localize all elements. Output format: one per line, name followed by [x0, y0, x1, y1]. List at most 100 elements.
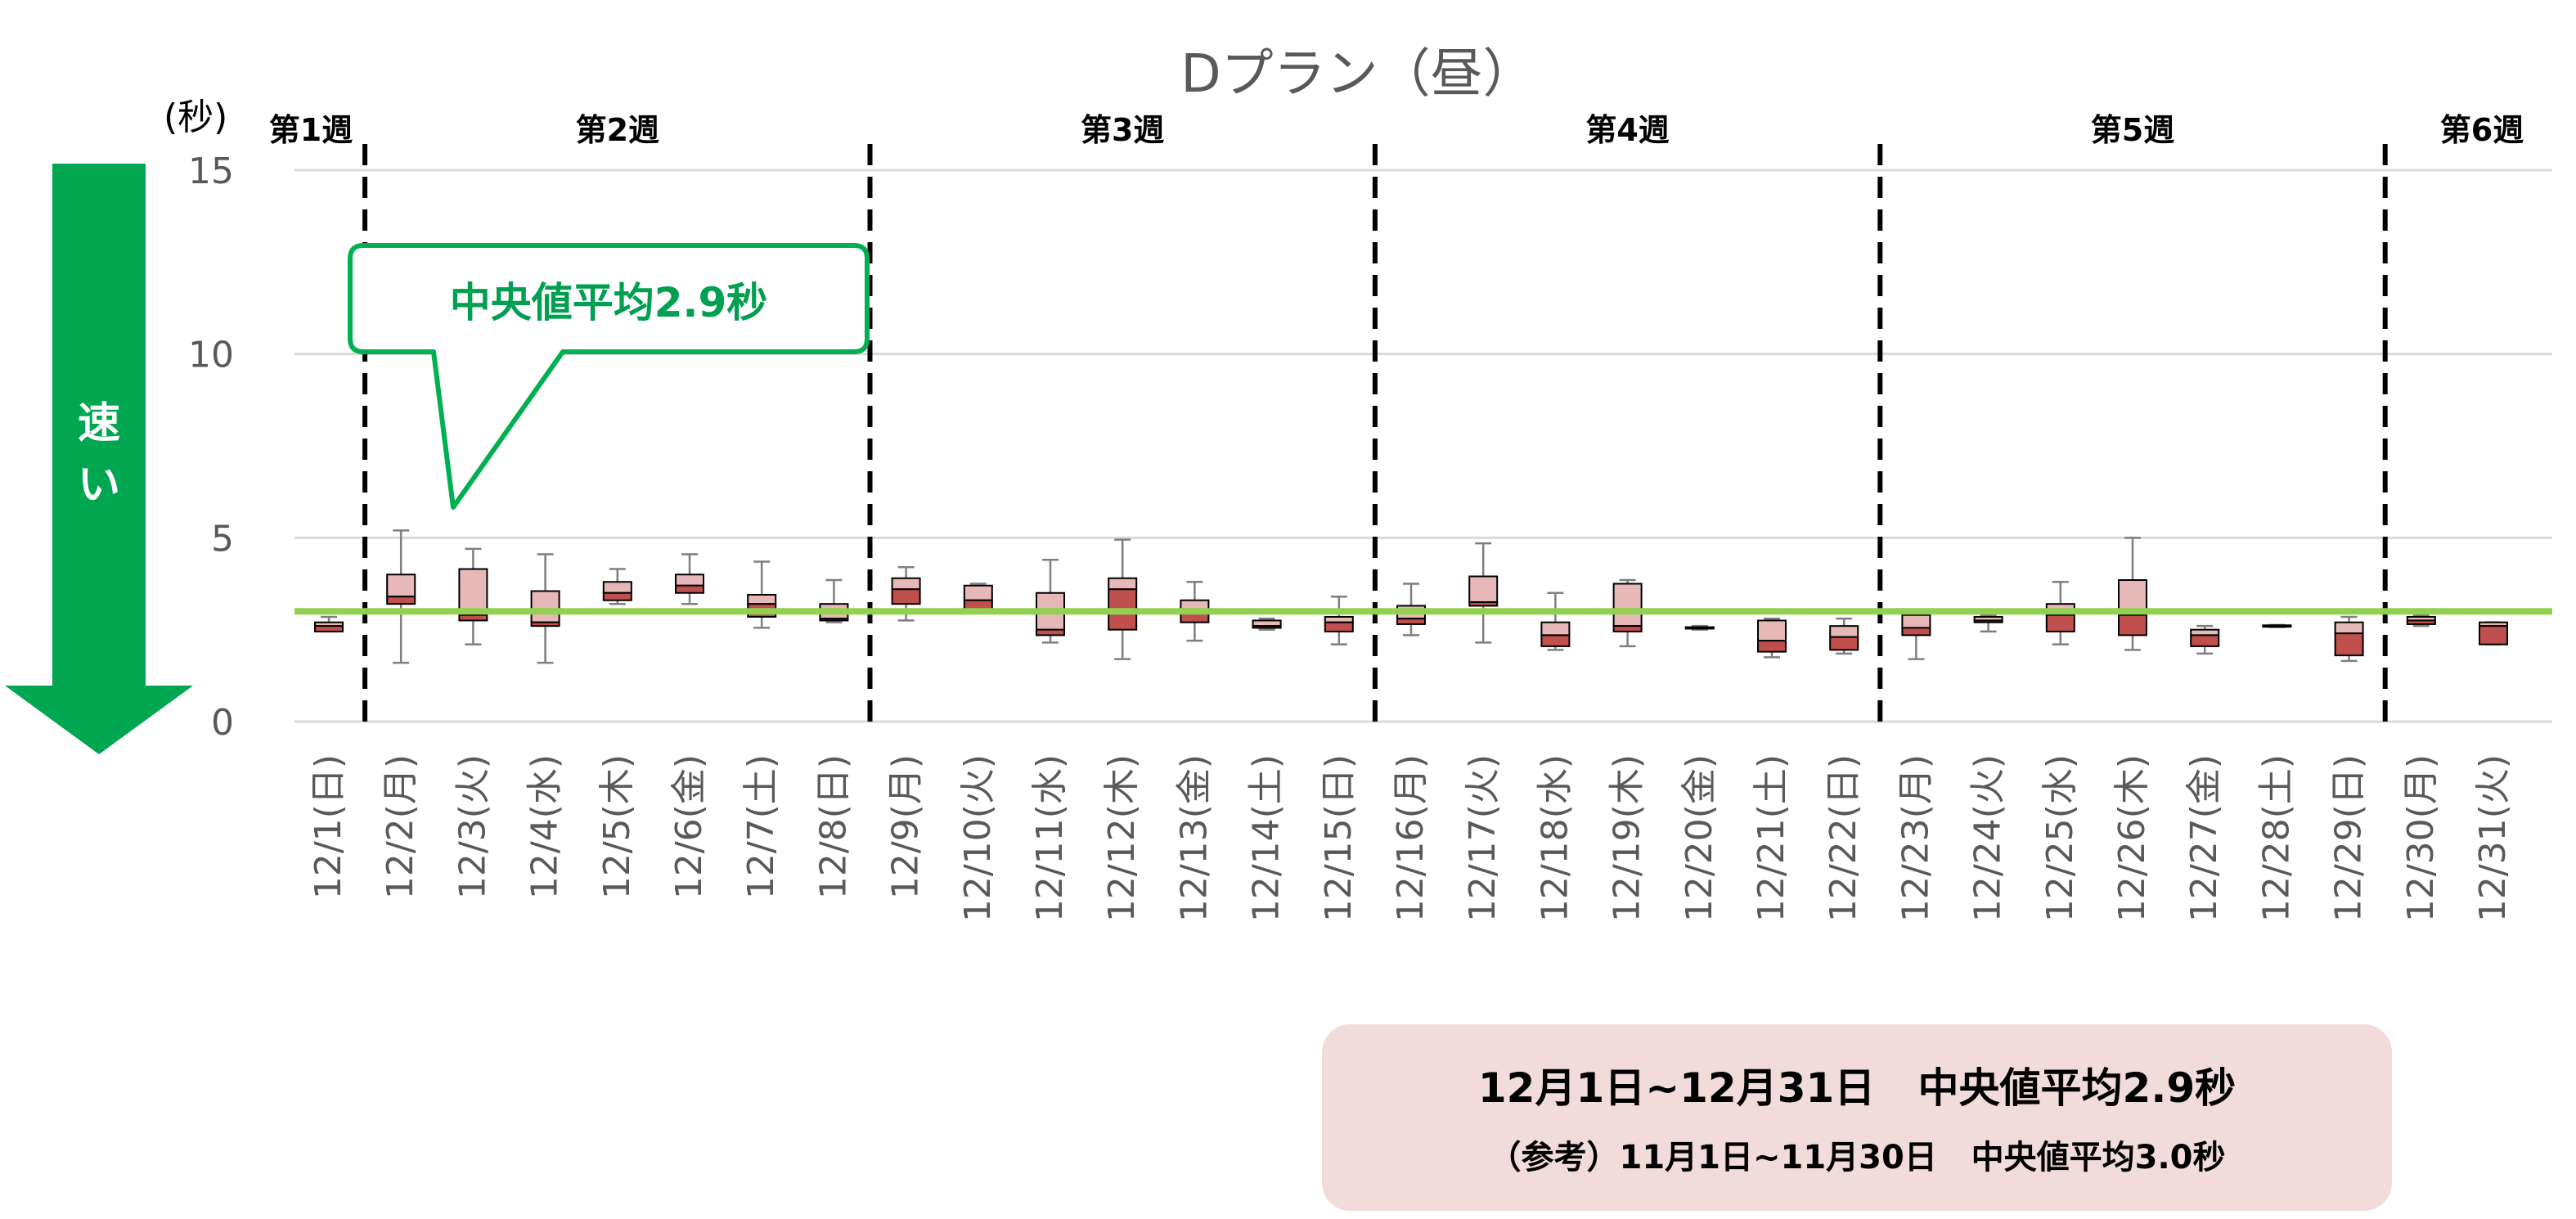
summary-line-reference: （参考）11月1日~11月30日 中央値平均3.0秒 — [1322, 1131, 2392, 1178]
callout-text: 中央値平均2.9秒 — [450, 279, 768, 326]
x-tick-label: 12/5(木) — [596, 754, 638, 899]
y-tick-label: 10 — [188, 335, 234, 376]
week-label: 第1週 — [269, 112, 353, 148]
x-tick-label: 12/23(月) — [1895, 754, 1936, 922]
box-lower-quartile — [1540, 634, 1571, 647]
box-12/5(木) — [602, 568, 632, 605]
chart-title: Dプラン（昼） — [1180, 44, 1535, 105]
fast-direction-arrow: 速 い — [5, 164, 193, 754]
box-upper-quartile — [963, 584, 993, 601]
summary-current-value: 中央値平均2.9秒 — [1917, 1064, 2237, 1112]
box-upper-quartile — [1540, 621, 1571, 636]
box-upper-quartile — [1829, 625, 1859, 638]
summary-line-current: 12月1日~12月31日 中央値平均2.9秒 — [1322, 1055, 2392, 1114]
summary-reference-value: 中央値平均3.0秒 — [1971, 1139, 2226, 1176]
box-12/9(月) — [891, 566, 921, 622]
x-tick-label: 12/18(水) — [1534, 754, 1576, 922]
box-upper-quartile — [747, 593, 777, 605]
x-tick-label: 12/1(日) — [308, 754, 349, 899]
box-lower-quartile — [1757, 640, 1787, 653]
x-tick-label: 12/14(土) — [1246, 754, 1288, 922]
box-12/3(火) — [458, 547, 488, 645]
box-12/27(金) — [2190, 624, 2220, 655]
box-upper-quartile — [2334, 621, 2364, 635]
callout-bubble — [348, 243, 870, 510]
box-lower-quartile — [458, 614, 488, 622]
week-label: 第5週 — [2091, 112, 2174, 148]
box-12/7(土) — [747, 560, 777, 629]
x-tick-label: 12/20(金) — [1679, 754, 1720, 922]
box-12/23(月) — [1901, 612, 1931, 660]
box-12/19(木) — [1612, 578, 1643, 648]
box-upper-quartile — [1252, 619, 1282, 627]
box-lower-quartile — [530, 621, 560, 627]
box-upper-quartile — [1324, 615, 1354, 623]
box-lower-quartile — [602, 592, 632, 601]
x-tick-label: 12/16(月) — [1390, 754, 1432, 922]
box-lower-quartile — [1396, 618, 1426, 625]
y-tick-label: 0 — [211, 702, 234, 744]
gridlines — [294, 169, 2552, 723]
x-tick-label: 12/21(土) — [1751, 754, 1792, 922]
y-tick-label: 5 — [211, 518, 234, 560]
x-tick-label: 12/12(木) — [1101, 754, 1143, 922]
box-12/15(日) — [1324, 595, 1354, 645]
box-lower-quartile — [1684, 627, 1715, 630]
box-upper-quartile — [1108, 577, 1138, 591]
box-upper-quartile — [891, 577, 921, 591]
box-lower-quartile — [1612, 625, 1643, 632]
x-tick-label: 12/26(木) — [2111, 754, 2153, 922]
x-axis-ticks: 12/1(日) 12/2(月) 12/3(火) 12/4(水) 12/5(木) 12/6(… — [308, 754, 2514, 922]
x-tick-label: 12/10(火) — [957, 754, 999, 922]
x-tick-label: 12/17(火) — [1462, 754, 1504, 922]
x-tick-label: 12/27(金) — [2183, 754, 2225, 922]
box-upper-quartile — [602, 581, 632, 594]
x-tick-label: 12/19(木) — [1607, 754, 1648, 922]
box-lower-quartile — [1829, 636, 1859, 651]
box-lower-quartile — [675, 584, 704, 594]
x-tick-label: 12/7(土) — [740, 754, 782, 899]
y-tick-label: 15 — [188, 151, 234, 192]
x-tick-label: 12/13(金) — [1173, 754, 1215, 922]
x-tick-label: 12/8(日) — [812, 754, 854, 899]
box-12/29(日) — [2334, 615, 2364, 663]
box-upper-quartile — [675, 574, 704, 587]
box-lower-quartile — [2479, 625, 2508, 645]
box-12/11(水) — [1036, 559, 1065, 644]
box-12/2(月) — [386, 529, 416, 664]
x-tick-label: 12/6(金) — [668, 754, 710, 899]
box-lower-quartile — [2406, 619, 2436, 625]
week-label: 第3週 — [1081, 112, 1164, 148]
box-lower-quartile — [2045, 614, 2075, 632]
x-tick-label: 12/25(水) — [2039, 754, 2081, 922]
box-lower-quartile — [2190, 634, 2220, 647]
x-tick-label: 12/9(月) — [885, 754, 927, 899]
x-tick-label: 12/4(水) — [524, 754, 566, 899]
box-12/17(火) — [1468, 542, 1499, 644]
box-upper-quartile — [386, 574, 416, 598]
box-lower-quartile — [1468, 601, 1499, 607]
y-axis-unit-label: (秒) — [164, 97, 227, 138]
week-label: 第4週 — [1585, 112, 1669, 148]
box-upper-quartile — [530, 590, 560, 623]
box-upper-quartile — [1757, 619, 1787, 642]
summary-reference-range: （参考）11月1日~11月30日 — [1488, 1139, 1937, 1176]
summary-current-range: 12月1日~12月31日 — [1477, 1064, 1876, 1112]
box-12/20(金) — [1684, 624, 1715, 631]
y-axis-ticks: 0 5 10 15 — [188, 151, 234, 744]
x-tick-label: 12/22(日) — [1823, 754, 1864, 922]
box-12/31(火) — [2479, 621, 2508, 645]
box-lower-quartile — [1901, 627, 1931, 636]
box-12/28(土) — [2262, 623, 2292, 628]
box-lower-quartile — [1973, 619, 2003, 623]
box-12/12(木) — [1108, 538, 1138, 660]
x-tick-label: 12/2(月) — [380, 754, 421, 899]
box-upper-quartile — [2190, 628, 2220, 636]
week-label: 第6週 — [2440, 112, 2524, 148]
down-arrow-icon — [5, 164, 193, 754]
box-upper-quartile — [1901, 614, 1931, 629]
box-upper-quartile — [458, 568, 488, 616]
fast-label-char-2: い — [78, 461, 120, 510]
box-12/6(金) — [675, 553, 704, 605]
